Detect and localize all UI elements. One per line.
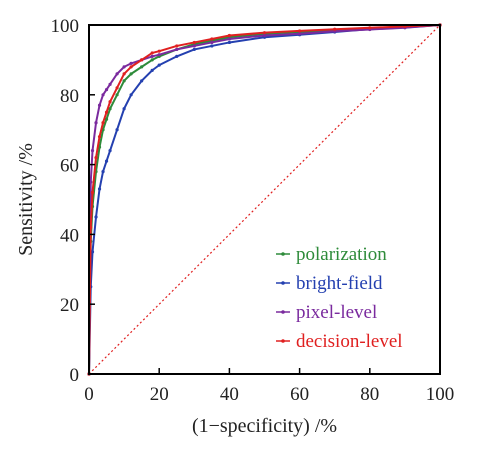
legend-label-decision-level: decision-level xyxy=(296,331,403,352)
data-point-decision-level xyxy=(129,65,133,69)
data-point-bright-field xyxy=(192,47,196,52)
data-point-pixel-level xyxy=(122,65,126,69)
data-point-bright-field xyxy=(108,149,112,153)
data-point-bright-field xyxy=(101,169,105,174)
data-point-pixel-level xyxy=(298,32,302,36)
legend-item-polarization: polarization xyxy=(276,244,387,265)
data-point-pixel-level xyxy=(175,47,179,52)
legend: polarization bright-field pixel-level decis… xyxy=(276,244,403,352)
legend-label-pixel-level: pixel-level xyxy=(296,302,377,323)
data-point-pixel-level xyxy=(90,149,95,153)
data-point-polarization xyxy=(122,79,126,83)
data-point-pixel-level xyxy=(108,82,112,86)
y-tick-label: 80 xyxy=(60,86,79,107)
data-point-bright-field xyxy=(104,159,109,163)
y-axis-label: Sensitivity /% xyxy=(15,143,37,256)
y-tick-label: 0 xyxy=(70,365,80,386)
reference-diagonal-line xyxy=(88,24,441,375)
legend-marker-pixel-level xyxy=(281,310,285,314)
data-point-decision-level xyxy=(157,49,161,53)
series-line-polarization xyxy=(88,24,441,375)
data-point-decision-level xyxy=(97,135,102,139)
data-point-decision-level xyxy=(122,72,126,76)
legend-item-decision-level: decision-level xyxy=(276,331,403,352)
y-tick-label: 100 xyxy=(51,16,80,37)
data-point-bright-field xyxy=(115,128,119,132)
data-point-polarization xyxy=(104,117,109,121)
data-point-polarization xyxy=(129,72,133,76)
data-point-decision-level xyxy=(333,27,337,31)
data-point-decision-level xyxy=(262,31,267,35)
data-point-pixel-level xyxy=(192,44,196,48)
data-point-pixel-level xyxy=(115,72,119,76)
x-tick-label: 80 xyxy=(360,384,379,405)
data-point-decision-level xyxy=(94,156,98,160)
data-point-pixel-level xyxy=(227,37,231,41)
data-point-decision-level xyxy=(298,29,302,33)
data-point-decision-level xyxy=(90,190,95,195)
plot-frame xyxy=(88,24,441,375)
y-tick-label: 20 xyxy=(60,295,79,316)
series-line-pixel-level xyxy=(88,24,441,375)
y-tick-label: 40 xyxy=(60,225,79,246)
data-point-pixel-level xyxy=(94,121,98,125)
legend-item-pixel-level: pixel-level xyxy=(276,302,377,323)
series-layer xyxy=(87,23,442,376)
data-point-pixel-level xyxy=(262,33,267,38)
data-point-decision-level xyxy=(227,33,231,38)
data-point-bright-field xyxy=(90,250,95,254)
data-point-pixel-level xyxy=(129,61,133,65)
data-point-bright-field xyxy=(94,215,98,219)
data-point-decision-level xyxy=(104,110,109,114)
legend-label-bright-field: bright-field xyxy=(296,273,383,294)
data-point-bright-field xyxy=(210,44,214,48)
legend-label-polarization: polarization xyxy=(296,244,387,265)
x-tick-label: 0 xyxy=(84,384,94,405)
x-axis-label: (1−specificity) /% xyxy=(192,415,337,437)
data-point-decision-level xyxy=(175,44,179,48)
data-point-bright-field xyxy=(129,93,133,97)
x-tick-label: 100 xyxy=(426,384,455,405)
data-point-pixel-level xyxy=(157,53,161,57)
x-tick-label: 20 xyxy=(150,384,169,405)
data-point-decision-level xyxy=(210,37,214,41)
data-point-bright-field xyxy=(122,107,126,111)
data-point-pixel-level xyxy=(101,93,105,97)
data-point-bright-field xyxy=(140,79,144,83)
data-point-pixel-level xyxy=(150,54,154,59)
data-point-polarization xyxy=(108,107,112,111)
x-tick-label: 40 xyxy=(220,384,239,405)
data-point-decision-level xyxy=(150,51,154,55)
legend-marker-polarization xyxy=(281,252,285,256)
data-point-decision-level xyxy=(108,100,112,104)
data-point-bright-field xyxy=(97,187,102,191)
series-line-decision-level xyxy=(88,24,441,375)
x-axis-ticks: 0 20 40 60 80 100 xyxy=(84,368,454,405)
legend-item-bright-field: bright-field xyxy=(276,273,383,294)
data-point-decision-level xyxy=(115,86,119,90)
data-point-decision-level xyxy=(101,121,105,125)
data-point-decision-level xyxy=(192,40,196,45)
data-point-polarization xyxy=(115,93,119,97)
data-point-bright-field xyxy=(175,54,179,59)
data-point-decision-level xyxy=(140,58,144,62)
legend-marker-decision-level xyxy=(281,339,285,343)
data-point-bright-field xyxy=(227,40,231,45)
data-point-bright-field xyxy=(150,68,154,72)
data-point-pixel-level xyxy=(210,40,214,45)
x-tick-label: 60 xyxy=(290,384,309,405)
data-point-bright-field xyxy=(157,63,161,67)
data-point-pixel-level xyxy=(104,87,109,92)
data-point-decision-level xyxy=(368,26,372,30)
y-axis-ticks: 0 20 40 60 80 100 xyxy=(51,16,95,386)
legend-marker-bright-field xyxy=(281,281,285,285)
data-point-pixel-level xyxy=(97,103,102,107)
y-tick-label: 60 xyxy=(60,156,79,177)
data-point-polarization xyxy=(140,65,144,69)
data-point-polarization xyxy=(150,58,154,62)
series-decision-level xyxy=(87,23,442,376)
